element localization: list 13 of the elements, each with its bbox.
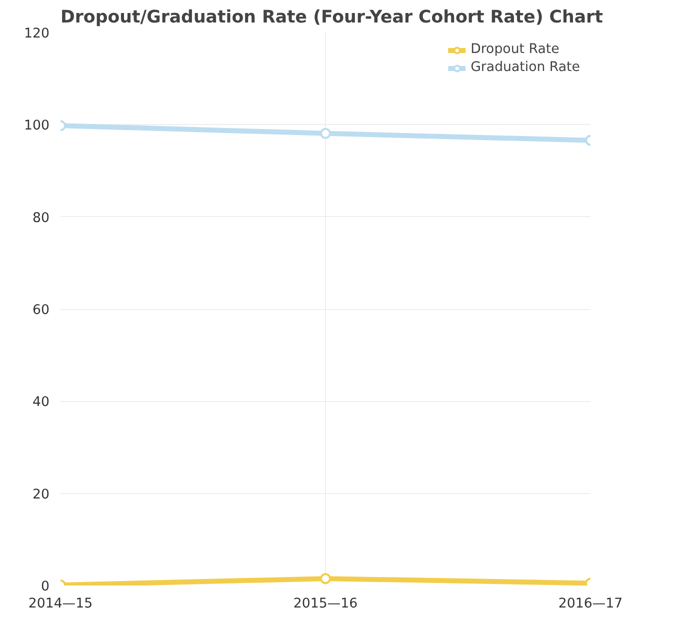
y-tick-label: 80 [32, 210, 50, 226]
y-tick-label: 0 [41, 580, 50, 594]
x-tick-label: 2014—15 [28, 596, 93, 612]
y-tick-label: 60 [32, 303, 50, 318]
y-tick-label: 120 [24, 26, 50, 42]
y-tick-label: 100 [24, 118, 50, 134]
x-tick-label: 2015—16 [293, 596, 358, 612]
legend-label: Graduation Rate [470, 60, 580, 75]
legend-label: Dropout Rate [470, 42, 560, 57]
y-tick-label: 20 [32, 487, 50, 502]
y-tick-label: 40 [32, 395, 50, 410]
chart-title: Dropout/Graduation Rate (Four-Year Cohort Rate) Chart [60, 8, 603, 28]
x-tick-label: 2016—17 [558, 596, 623, 612]
